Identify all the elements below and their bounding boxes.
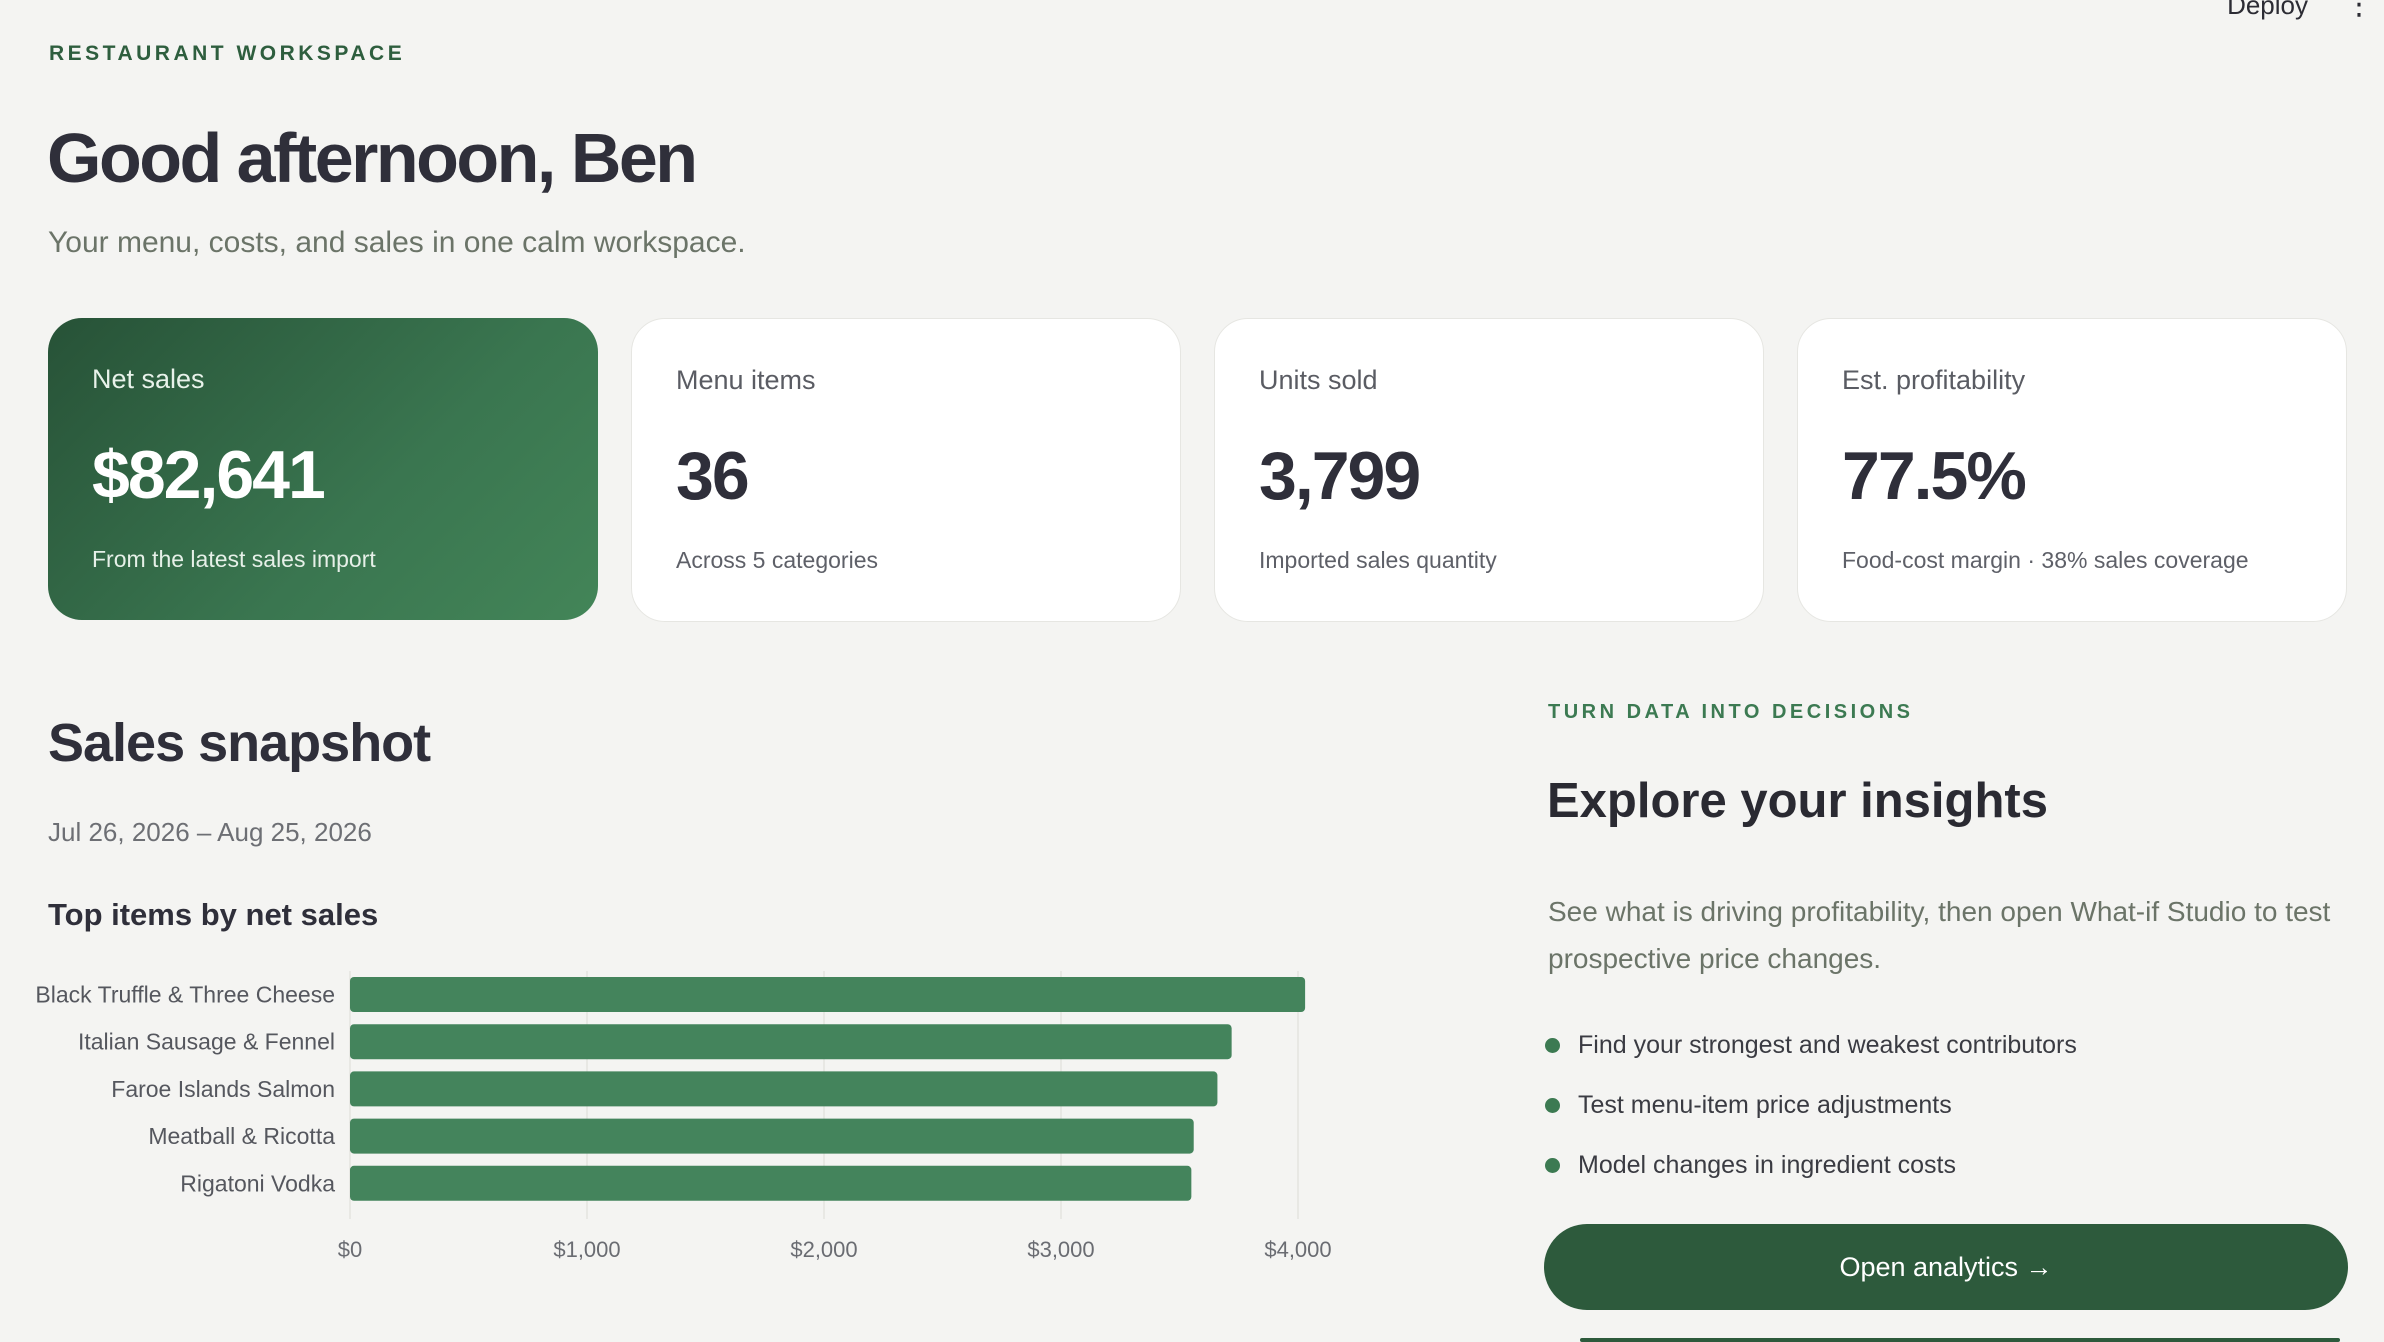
stat-label: Units sold (1259, 365, 1378, 395)
stat-label: Est. profitability (1842, 365, 2026, 395)
stat-value: $82,641 (92, 437, 326, 513)
x-tick-label: $0 (338, 1237, 362, 1262)
stat-card-menu-items: Menu items 36 Across 5 categories (631, 318, 1181, 622)
kebab-menu-icon[interactable]: ⋮ (2344, 0, 2374, 21)
category-label: Black Truffle & Three Cheese (35, 982, 335, 1008)
date-range: Jul 26, 2026 – Aug 25, 2026 (48, 817, 372, 847)
bar (350, 1118, 1194, 1154)
stat-label: Menu items (676, 365, 816, 395)
stats-row: Net sales $82,641 From the latest sales … (48, 318, 2347, 622)
category-label: Meatball & Ricotta (148, 1123, 335, 1149)
open-analytics-button[interactable]: Open analytics → (1544, 1224, 2348, 1310)
next-button-edge (1580, 1338, 2340, 1342)
stat-card-net-sales: Net sales $82,641 From the latest sales … (48, 318, 598, 620)
list-item: Model changes in ingredient costs (1545, 1135, 2077, 1195)
deploy-button[interactable]: Deploy (2227, 0, 2308, 20)
page-title: Good afternoon, Ben (47, 119, 698, 197)
chart-title: Top items by net sales (48, 897, 379, 932)
list-item: Test menu-item price adjustments (1545, 1075, 2077, 1135)
bullet-dot-icon (1545, 1157, 1560, 1173)
workspace-eyebrow: RESTAURANT WORKSPACE (49, 42, 406, 65)
insights-eyebrow: TURN DATA INTO DECISIONS (1548, 701, 1914, 723)
stat-label: Net sales (92, 364, 205, 394)
x-tick-label: $4,000 (1264, 1237, 1331, 1262)
stat-note: From the latest sales import (92, 546, 376, 572)
insights-title: Explore your insights (1547, 774, 2048, 828)
stat-note: Across 5 categories (676, 547, 878, 573)
sales-snapshot-title: Sales snapshot (48, 713, 431, 773)
stat-value: 77.5% (1842, 438, 2027, 514)
x-tick-label: $3,000 (1027, 1237, 1094, 1262)
x-tick-label: $2,000 (790, 1237, 857, 1262)
bar (350, 1165, 1192, 1201)
bar (350, 1024, 1232, 1060)
category-label: Rigatoni Vodka (180, 1170, 335, 1196)
bullet-text: Test menu-item price adjustments (1578, 1090, 1952, 1119)
list-item: Find your strongest and weakest contribu… (1545, 1015, 2077, 1075)
stat-value: 3,799 (1259, 438, 1421, 514)
bullet-text: Find your strongest and weakest contribu… (1578, 1030, 2077, 1059)
insights-description: See what is driving profitability, then … (1548, 896, 2331, 974)
top-bar: Deploy ⋮ (2227, 0, 2384, 20)
bullet-text: Model changes in ingredient costs (1578, 1150, 1957, 1179)
stat-note: Imported sales quantity (1259, 547, 1497, 573)
stat-card-profitability: Est. profitability 77.5% Food-cost margi… (1797, 318, 2347, 622)
bar (350, 1071, 1218, 1107)
bullet-dot-icon (1545, 1097, 1560, 1113)
stat-value: 36 (676, 438, 750, 514)
top-items-bar-chart: $0 $1,000 $2,000 $3,000 $4,000 Black Truffle … (35, 971, 1332, 1262)
stat-note: Food-cost margin · 38% sales coverage (1842, 547, 2249, 573)
page-subtitle: Your menu, costs, and sales in one calm … (48, 226, 746, 259)
x-tick-label: $1,000 (553, 1237, 620, 1262)
insights-bullets: Find your strongest and weakest contribu… (1545, 1015, 2077, 1195)
category-label: Faroe Islands Salmon (111, 1076, 335, 1102)
category-label: Italian Sausage & Fennel (78, 1029, 335, 1055)
stat-card-units-sold: Units sold 3,799 Imported sales quantity (1214, 318, 1764, 622)
bar (350, 977, 1306, 1012)
bullet-dot-icon (1545, 1037, 1560, 1053)
